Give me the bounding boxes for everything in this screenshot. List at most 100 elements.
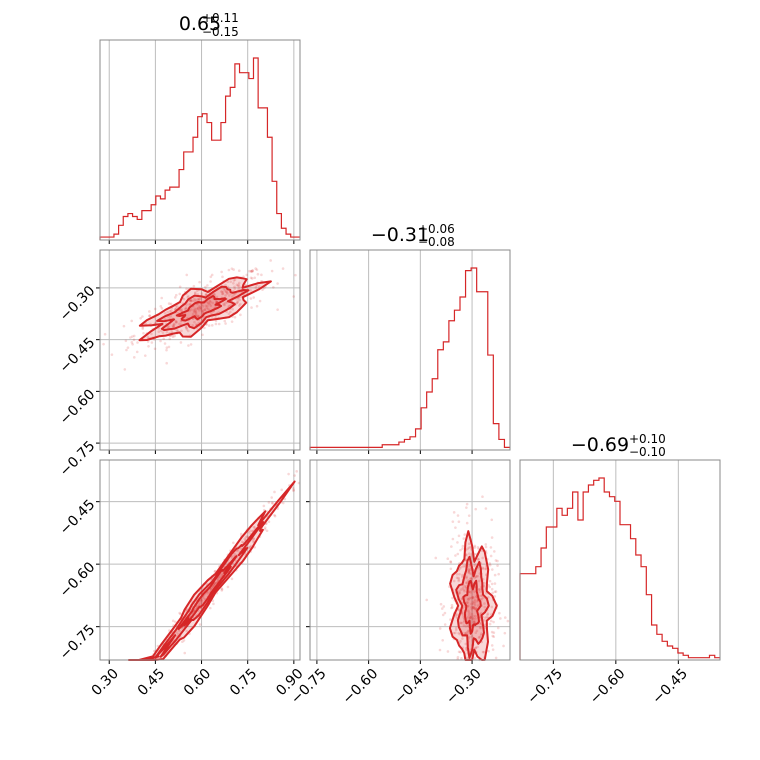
scatter-point <box>252 296 256 299</box>
scatter-point <box>236 300 240 303</box>
scatter-point <box>247 546 251 550</box>
scatter-point <box>251 269 254 273</box>
scatter-point <box>455 576 459 580</box>
scatter-point <box>457 592 461 595</box>
scatter-point <box>205 292 208 296</box>
contour-line <box>462 579 482 635</box>
scatter-point <box>187 344 190 347</box>
scatter-point <box>481 556 484 560</box>
scatter-point <box>189 343 193 346</box>
scatter-point <box>206 304 209 308</box>
pair-panel-1-2 <box>306 459 511 664</box>
y-tick-label: −0.60 <box>57 559 99 601</box>
scatter-point <box>262 504 266 508</box>
scatter-point <box>271 502 274 505</box>
scatter-point <box>425 598 428 602</box>
scatter-point <box>227 312 231 316</box>
pair-1-2-ticks <box>306 501 473 664</box>
scatter-point <box>245 535 249 538</box>
scatter-point <box>237 283 240 286</box>
scatter-point <box>294 273 297 277</box>
scatter-point <box>459 548 462 552</box>
scatter-point <box>191 323 195 327</box>
scatter-point <box>220 290 224 294</box>
scatter-point <box>462 565 465 568</box>
hist-2-frame <box>519 459 721 661</box>
scatter-point <box>165 330 169 334</box>
scatter-point <box>142 331 145 335</box>
scatter-point <box>200 599 204 602</box>
scatter-point <box>196 306 200 310</box>
scatter-point <box>185 307 188 311</box>
scatter-point <box>249 276 253 280</box>
scatter-point <box>220 587 224 591</box>
scatter-point <box>491 648 495 651</box>
scatter-point <box>476 604 480 607</box>
y-tick-labels-param-2: −0.75 −0.60 −0.45 <box>57 497 99 664</box>
scatter-point <box>171 335 175 339</box>
scatter-point <box>167 345 171 349</box>
x-tick-label: −0.75 <box>524 666 566 708</box>
x-tick-label: 0.60 <box>181 666 214 699</box>
scatter-point <box>484 545 488 549</box>
scatter-point <box>190 308 193 311</box>
scatter-point <box>502 644 505 648</box>
scatter-point <box>232 281 235 285</box>
scatter-point <box>172 325 175 328</box>
scatter-point <box>473 600 476 603</box>
scatter-point <box>178 292 182 296</box>
scatter-point <box>267 501 271 504</box>
scatter-point <box>470 607 474 611</box>
scatter-point <box>131 342 134 346</box>
scatter-point <box>450 606 453 610</box>
scatter-point <box>466 547 469 551</box>
x-tick-label: 0.30 <box>89 666 122 699</box>
scatter-point <box>199 307 203 311</box>
scatter-point <box>449 567 453 571</box>
scatter-point <box>260 273 263 277</box>
scatter-point <box>503 631 507 635</box>
y-tick-labels-param-1: −0.75 −0.60 −0.45 −0.30 <box>57 283 99 480</box>
scatter-point <box>135 350 139 354</box>
scatter-point <box>254 267 257 270</box>
scatter-point <box>469 591 473 594</box>
scatter-point <box>456 655 460 659</box>
scatter-point <box>488 563 492 567</box>
y-tick-label: −0.45 <box>57 497 99 539</box>
scatter-point <box>166 310 169 314</box>
scatter-point <box>494 656 498 660</box>
scatter-point <box>220 290 223 293</box>
scatter-point <box>472 619 476 623</box>
hist-1-steps <box>309 267 510 450</box>
hist-2-title-minus: −0.10 <box>629 445 666 459</box>
scatter-point <box>267 520 271 523</box>
scatter-point <box>469 576 473 580</box>
scatter-point <box>216 578 220 582</box>
scatter-point <box>173 334 176 338</box>
hist-0-steps <box>99 57 300 240</box>
scatter-point <box>225 290 228 294</box>
scatter-point <box>224 290 228 293</box>
scatter-point <box>273 490 276 494</box>
scatter-point <box>174 293 178 297</box>
scatter-point <box>460 621 463 625</box>
scatter-point <box>449 618 452 621</box>
scatter-point <box>189 299 193 303</box>
scatter-point <box>242 275 245 278</box>
hist-2-ticks <box>552 660 679 664</box>
scatter-point <box>464 624 468 628</box>
scatter-point <box>239 547 243 550</box>
scatter-point <box>213 292 216 296</box>
scatter-point <box>201 304 205 308</box>
scatter-point <box>287 472 290 476</box>
pair-panel-0-2 <box>96 459 301 664</box>
scatter-point <box>220 589 224 592</box>
pair-0-1-grid <box>100 250 300 450</box>
scatter-point <box>232 268 235 271</box>
scatter-point <box>457 650 461 654</box>
scatter-point <box>457 578 461 581</box>
scatter-point <box>481 650 485 654</box>
scatter-point <box>221 292 225 296</box>
scatter-point <box>440 607 444 610</box>
scatter-point <box>497 572 500 576</box>
